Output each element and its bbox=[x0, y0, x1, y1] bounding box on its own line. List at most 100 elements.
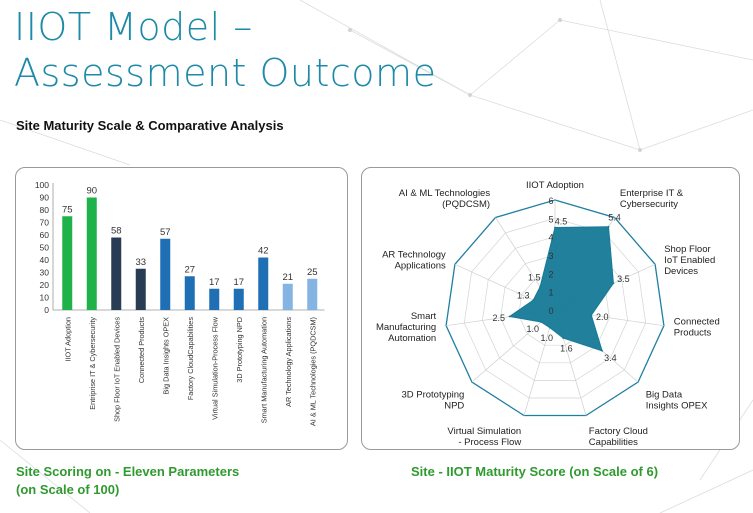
x-tick-label: AR Technology Applications bbox=[284, 317, 293, 407]
radar-axis-label-line: Automation bbox=[388, 333, 436, 344]
radar-tick-label: 1 bbox=[548, 288, 553, 298]
page-title-line-1: IIOT Model – bbox=[14, 5, 253, 49]
bar bbox=[135, 268, 146, 310]
x-tick-label: 3D Prototyping NPD bbox=[235, 317, 244, 383]
radar-point bbox=[554, 226, 556, 229]
radar-value-label: 3.5 bbox=[617, 274, 630, 284]
bar-caption-line-1: Site Scoring on - Eleven Parameters bbox=[16, 464, 240, 479]
radar-chart-caption: Site - IIOT Maturity Score (on Scale of … bbox=[411, 464, 659, 479]
radar-tick-label: 6 bbox=[548, 196, 553, 206]
radar-axis-label: 3D Prototyping NPD bbox=[401, 390, 464, 412]
radar-axis-label-line: NPD bbox=[444, 401, 464, 412]
bar-value-label: 17 bbox=[233, 277, 244, 288]
bar bbox=[160, 238, 171, 310]
radar-axis-label-line: Applications bbox=[395, 261, 446, 272]
radar-value-label: 1.5 bbox=[528, 273, 541, 283]
radar-chart: 0 1 2 3 4 5 6 5.4 3.5 2.0 3.4 1.6 1.01.0 2.5 1.3 1.5 4.5… bbox=[376, 180, 720, 448]
radar-axis-label: Big Data Insights OPEX bbox=[646, 390, 708, 412]
bar-caption-line-2: (on Scale of 100) bbox=[16, 482, 120, 497]
radar-value-label: 4.5 bbox=[555, 217, 568, 227]
radar-axis-label-line: 3D Prototyping bbox=[401, 390, 464, 401]
radar-axis-label: AI & ML Technologies (PQDCSM) bbox=[399, 188, 491, 210]
bar-value-label: 57 bbox=[160, 227, 171, 238]
bar bbox=[282, 283, 293, 310]
radar-axis-label-line: Devices bbox=[664, 266, 698, 277]
bar-value-label: 58 bbox=[111, 226, 122, 237]
radar-axis-label-line: Products bbox=[674, 328, 712, 339]
bar bbox=[258, 257, 269, 310]
radar-tick-label: 3 bbox=[548, 251, 553, 261]
radar-axis-label: Enterprise IT & Cybersecurity bbox=[620, 188, 684, 210]
radar-axis-label-line: Virtual Simulation bbox=[447, 426, 521, 437]
radar-point bbox=[508, 315, 511, 318]
section-subtitle: Site Maturity Scale & Comparative Analys… bbox=[16, 118, 284, 133]
radar-outer-ring bbox=[445, 199, 665, 417]
radar-axis-label-line: Big Data bbox=[646, 390, 683, 401]
y-tick-label: 30 bbox=[40, 268, 50, 278]
y-tick-label: 80 bbox=[40, 205, 50, 215]
x-tick-label: Big Data Insights OPEX bbox=[161, 317, 170, 395]
radar-point bbox=[548, 326, 551, 329]
radar-point bbox=[612, 282, 615, 285]
radar-value-label: 3.4 bbox=[604, 353, 617, 363]
radar-point bbox=[607, 225, 610, 228]
x-tick-label: AI & ML Technologies (PQDCSM) bbox=[308, 317, 317, 426]
x-tick-label: Connected Products bbox=[137, 317, 146, 383]
radar-value-label: 1.3 bbox=[517, 291, 530, 301]
radar-series-area bbox=[508, 226, 614, 352]
bar-value-label: 25 bbox=[307, 267, 318, 278]
radar-axis-label-line: IIOT Adoption bbox=[526, 180, 584, 191]
bar bbox=[209, 288, 220, 310]
radar-axis-label-line: Enterprise IT & bbox=[620, 188, 684, 199]
bar-value-label: 17 bbox=[209, 277, 220, 288]
radar-value-label: 1.0 bbox=[540, 333, 553, 343]
radar-value-label: 2.0 bbox=[596, 312, 609, 322]
radar-chart-panel: 0 1 2 3 4 5 6 5.4 3.5 2.0 3.4 1.6 1.0 1.0 2.5 1.3 1.5 4.5… bbox=[361, 167, 740, 450]
radar-tick-label: 4 bbox=[548, 233, 553, 243]
radar-point bbox=[532, 299, 535, 301]
y-tick-label: 70 bbox=[40, 218, 50, 228]
radar-axis-label-line: AR Technology bbox=[382, 250, 446, 261]
radar-tick-label: 0 bbox=[548, 306, 553, 316]
radar-axis-label-line: Manufacturing bbox=[376, 322, 436, 333]
radar-grid-ring bbox=[482, 236, 628, 381]
y-tick-label: 40 bbox=[40, 255, 50, 265]
bar-value-label: 21 bbox=[282, 272, 293, 283]
radar-axis-label-line: Smart bbox=[411, 311, 437, 322]
radar-value-label: 2.5 bbox=[492, 313, 505, 323]
radar-point bbox=[562, 337, 565, 339]
radar-axis-label: AR Technology Applications bbox=[382, 250, 446, 272]
bar bbox=[233, 288, 244, 310]
radar-axis-label-line: Insights OPEX bbox=[646, 401, 708, 412]
radar-axis-label-line: Cybersecurity bbox=[620, 199, 678, 210]
bar-chart: 0 10 20 30 40 50 60 70 80 90 100 75 IIOT Adoption 90 E… bbox=[35, 180, 325, 426]
x-tick-label: Smart Manufacturing Automation bbox=[259, 317, 268, 423]
x-tick-label: Entriprise IT & Cybersecurity bbox=[88, 317, 97, 410]
y-tick-label: 10 bbox=[40, 293, 50, 303]
bar-value-label: 42 bbox=[258, 246, 269, 257]
y-tick-label: 50 bbox=[40, 243, 50, 253]
radar-point bbox=[590, 314, 593, 317]
radar-point bbox=[540, 321, 542, 323]
bar-value-label: 90 bbox=[86, 186, 97, 197]
bar-chart-panel: 0 10 20 30 40 50 60 70 80 90 100 75 IIOT Adoption 90 E… bbox=[15, 167, 348, 450]
y-tick-label: 90 bbox=[40, 193, 50, 203]
radar-axis-label: Shop Floor IoT Enabled Devices bbox=[664, 244, 715, 277]
radar-tick-label: 5 bbox=[548, 214, 553, 224]
radar-axis-label-line: Connected bbox=[674, 317, 720, 328]
radar-axis-label: Factory Cloud Capabilities bbox=[589, 426, 648, 448]
radar-axis-label: IIOT Adoption bbox=[526, 180, 584, 191]
radar-axis-label: Connected Products bbox=[674, 317, 720, 339]
radar-axis-label-line: - Process Flow bbox=[458, 437, 521, 448]
radar-value-label: 1.6 bbox=[560, 344, 573, 354]
bar bbox=[184, 276, 195, 310]
x-tick-label: IIOT Adoption bbox=[63, 317, 72, 362]
x-tick-label: Virtual Simulation-Process Flow bbox=[210, 316, 219, 420]
page-title: IIOT Model – Assessment Outcome bbox=[14, 4, 436, 96]
bar-value-label: 27 bbox=[184, 264, 195, 275]
radar-tick-label: 2 bbox=[548, 269, 553, 279]
radar-point bbox=[539, 286, 541, 288]
bar bbox=[307, 278, 318, 310]
bar-value-label: 75 bbox=[62, 204, 73, 215]
radar-axis-label: Virtual Simulation - Process Flow bbox=[447, 426, 521, 448]
